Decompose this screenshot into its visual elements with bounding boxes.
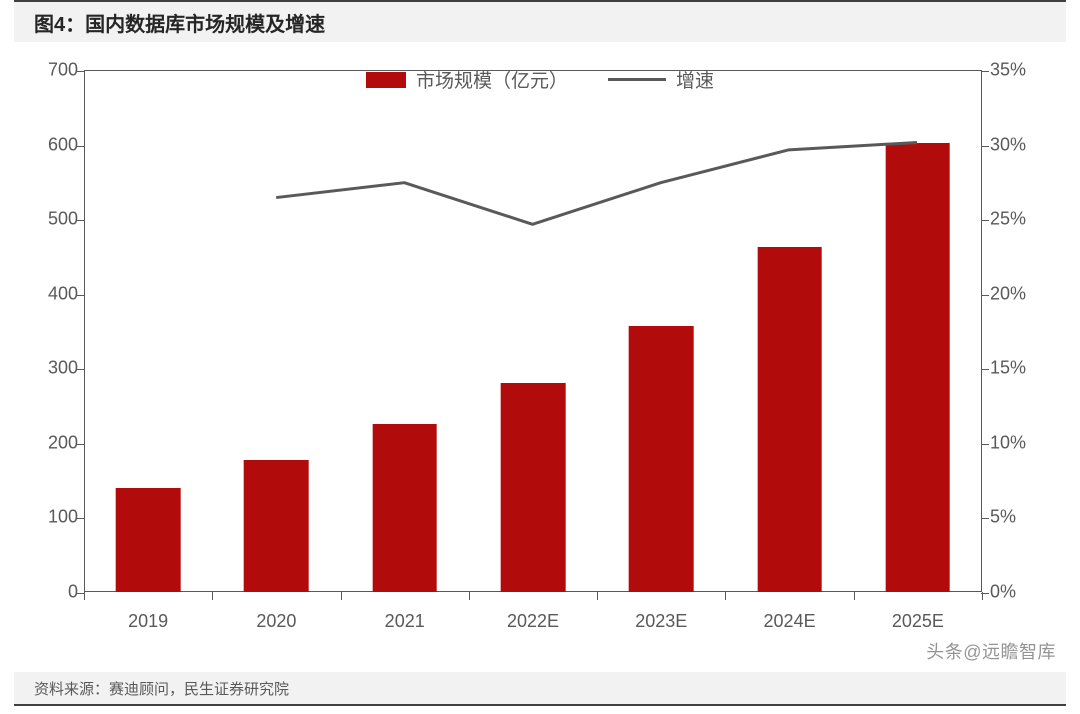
x-label: 2023E bbox=[635, 611, 687, 632]
y-left-label: 700 bbox=[28, 60, 78, 81]
y-right-label: 15% bbox=[990, 358, 1050, 379]
legend-item-line: 增速 bbox=[608, 66, 714, 93]
y-right-label: 25% bbox=[990, 209, 1050, 230]
y-right-tick bbox=[981, 71, 989, 72]
y-right-label: 35% bbox=[990, 60, 1050, 81]
legend-item-bar: 市场规模（亿元） bbox=[366, 66, 568, 93]
chart-title: 图4：国内数据库市场规模及增速 bbox=[34, 8, 325, 37]
y-right-tick bbox=[981, 146, 989, 147]
x-tick bbox=[469, 592, 470, 600]
y-left-label: 200 bbox=[28, 432, 78, 453]
x-tick bbox=[84, 592, 85, 600]
source-label: 资料来源：赛迪顾问，民生证券研究院 bbox=[34, 678, 289, 699]
x-tick bbox=[597, 592, 598, 600]
y-right-label: 10% bbox=[990, 432, 1050, 453]
legend-bar-label: 市场规模（亿元） bbox=[416, 66, 568, 93]
y-left-label: 400 bbox=[28, 283, 78, 304]
x-tick bbox=[725, 592, 726, 600]
y-right-label: 0% bbox=[990, 582, 1050, 603]
chart-footer: 资料来源：赛迪顾问，民生证券研究院 bbox=[14, 672, 1066, 706]
y-right-label: 20% bbox=[990, 283, 1050, 304]
legend: 市场规模（亿元） 增速 bbox=[366, 66, 714, 93]
x-label: 2020 bbox=[256, 611, 296, 632]
x-label: 2025E bbox=[892, 611, 944, 632]
y-right-tick bbox=[981, 369, 989, 370]
x-label: 2019 bbox=[128, 611, 168, 632]
trend-line bbox=[84, 71, 981, 592]
x-tick bbox=[982, 592, 983, 600]
plot-area bbox=[84, 70, 982, 592]
y-left-label: 300 bbox=[28, 358, 78, 379]
y-left-label: 100 bbox=[28, 507, 78, 528]
x-tick bbox=[341, 592, 342, 600]
y-left-label: 600 bbox=[28, 134, 78, 155]
legend-line-label: 增速 bbox=[676, 66, 714, 93]
x-label: 2024E bbox=[764, 611, 816, 632]
y-left-label: 500 bbox=[28, 209, 78, 230]
watermark: 头条@远瞻智库 bbox=[926, 638, 1056, 664]
y-right-label: 5% bbox=[990, 507, 1050, 528]
y-right-tick bbox=[981, 295, 989, 296]
x-tick bbox=[854, 592, 855, 600]
x-tick bbox=[212, 592, 213, 600]
y-right-tick bbox=[981, 220, 989, 221]
y-left-label: 0 bbox=[28, 582, 78, 603]
y-right-tick bbox=[981, 518, 989, 519]
legend-line-swatch bbox=[608, 78, 666, 81]
chart-container: 市场规模（亿元） 增速 0 100 200 300 400 500 600 700 0% 5% 10… bbox=[14, 60, 1066, 660]
x-label: 2022E bbox=[507, 611, 559, 632]
chart-header: 图4：国内数据库市场规模及增速 bbox=[14, 0, 1066, 42]
x-label: 2021 bbox=[385, 611, 425, 632]
growth-line bbox=[276, 142, 917, 224]
y-right-tick bbox=[981, 444, 989, 445]
y-right-label: 30% bbox=[990, 134, 1050, 155]
legend-bar-swatch bbox=[366, 72, 406, 88]
